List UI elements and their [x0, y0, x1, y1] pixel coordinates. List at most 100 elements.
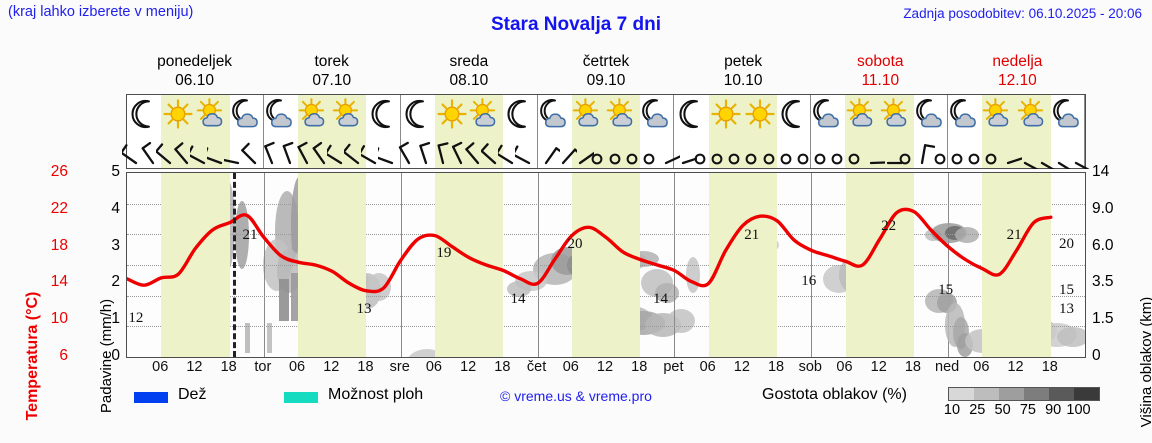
- time-tick: ned: [935, 359, 960, 375]
- wind-barb: [618, 133, 646, 169]
- cloud-density-swatch-0: [949, 388, 974, 400]
- moon-cloud-icon: [263, 97, 299, 131]
- cloud-density-legend-label: Gostota oblakov (%): [762, 386, 907, 403]
- wind-barb: [891, 133, 919, 169]
- temperature-tick: 14: [50, 273, 68, 291]
- time-tick: 18: [220, 359, 237, 375]
- showers-legend-swatch: [284, 392, 318, 403]
- cloud-density-color-scale: [948, 387, 1100, 401]
- cloud-density-tick: 50: [994, 402, 1011, 418]
- cloud-height-tick: 3.5: [1092, 273, 1114, 291]
- temperature-tick: 18: [50, 236, 68, 254]
- cloud-density-tick: 10: [943, 402, 961, 418]
- daylight-band: [571, 173, 641, 357]
- last-update-stamp: Zadnja posodobitev: 06.10.2025 - 20:06: [903, 6, 1142, 21]
- daylight-band: [434, 173, 504, 357]
- wind-barb: [395, 133, 423, 169]
- day-name: četrtek: [582, 53, 630, 70]
- sun-cloud-icon: [331, 97, 367, 131]
- day-name: petek: [724, 53, 763, 70]
- weather-icon-band: [119, 94, 1094, 182]
- temperature-point-label: 21: [744, 227, 760, 243]
- wind-barb: [926, 133, 954, 169]
- icon-band-day-2: [399, 95, 538, 169]
- temperature-point-label: 16: [801, 273, 817, 289]
- time-axis-tick-group: 06 12 18 tor 06 12 18 sre 06 12 18 čet 06 12 18 pet 06 12…: [126, 359, 1086, 381]
- day-date: 08.10: [449, 72, 489, 89]
- sun-cloud-icon: [571, 97, 607, 131]
- showers-legend-label: Možnost ploh: [328, 386, 424, 403]
- wind-barb: [755, 133, 783, 169]
- temperature-point-label: 20: [1059, 236, 1074, 253]
- wind-barb: [806, 133, 834, 169]
- wind-barb: [429, 133, 457, 169]
- temperature-point-label: 22: [881, 217, 897, 234]
- temperature-point-label: 20: [567, 236, 583, 253]
- cloud-blob: [1057, 327, 1085, 347]
- time-tick: 06: [836, 359, 853, 375]
- cloud-height-tick: 0: [1092, 347, 1101, 364]
- moon-cloud-icon: [810, 97, 846, 131]
- precipitation-tick: 3: [111, 236, 120, 254]
- time-tick: 06: [562, 359, 579, 375]
- temperature-point-label: 14: [510, 291, 526, 308]
- wind-barb: [412, 133, 440, 169]
- time-tick: pet: [663, 359, 684, 375]
- time-tick: 12: [1007, 359, 1024, 375]
- time-tick: 12: [460, 359, 477, 375]
- time-tick: 12: [596, 359, 614, 375]
- time-tick: 06: [973, 359, 990, 375]
- copyright-link[interactable]: © vreme.us & vreme.pro: [500, 388, 652, 404]
- day-name: sobota: [857, 53, 904, 70]
- daylight-band: [982, 173, 1051, 357]
- moon-icon: [400, 97, 436, 131]
- time-tick: 18: [631, 359, 648, 375]
- wind-barb: [324, 133, 355, 169]
- wind-barb: [119, 133, 150, 169]
- wind-barb: [703, 133, 731, 169]
- moon-cloud-icon: [947, 97, 983, 131]
- sun-cloud-icon: [845, 97, 881, 131]
- wind-barb: [342, 133, 372, 169]
- rain-legend-swatch: [134, 392, 168, 403]
- cloud-height-tick: 14: [1092, 163, 1110, 180]
- wind-barb: [977, 133, 1005, 169]
- day-header-1: torek 07.10: [263, 52, 400, 92]
- wind-barb: [358, 133, 389, 169]
- time-tick: sob: [798, 359, 822, 375]
- precipitation-tick: 5: [111, 163, 120, 180]
- sun-icon: [434, 97, 470, 131]
- day-header-6: nedelja 12.10: [949, 52, 1086, 92]
- precipitation-bar: [245, 323, 250, 353]
- precipitation-bar: [267, 323, 272, 353]
- time-tick: 06: [699, 359, 716, 375]
- wind-barb: [310, 133, 338, 169]
- moon-icon: [366, 97, 402, 131]
- cloud-density-swatch-3: [1024, 388, 1049, 400]
- sun-icon: [742, 97, 778, 131]
- day-header-4: petek 10.10: [675, 52, 812, 92]
- daylight-band: [161, 173, 230, 357]
- time-tick: 18: [1041, 359, 1058, 375]
- wind-barb: [154, 133, 184, 169]
- precipitation-bar: [279, 279, 289, 321]
- wind-barb: [737, 133, 765, 169]
- wind-barb: [960, 133, 988, 169]
- rain-legend-label: Dež: [178, 386, 207, 403]
- precipitation-tick: 2: [111, 273, 120, 291]
- temperature-tick: 22: [50, 199, 68, 217]
- location-menu-hint[interactable]: (kraj lahko izberete v meniju): [8, 4, 194, 20]
- page-title: Stara Novalja 7 dni: [490, 14, 661, 35]
- sun-cloud-icon: [605, 97, 641, 131]
- wind-barb: [583, 133, 611, 169]
- temperature-point-label: 15: [938, 282, 954, 299]
- wind-barb: [908, 133, 936, 169]
- sun-cloud-icon: [195, 97, 231, 131]
- cloud-density-tick: 90: [1045, 402, 1062, 418]
- temperature-axis-title: Temperatura (°C): [2, 176, 41, 421]
- moon-icon: [674, 97, 710, 131]
- wind-barb: [772, 133, 800, 169]
- temperature-tick: 26: [50, 163, 68, 180]
- time-tick: 18: [494, 359, 511, 375]
- wind-barb: [447, 133, 475, 169]
